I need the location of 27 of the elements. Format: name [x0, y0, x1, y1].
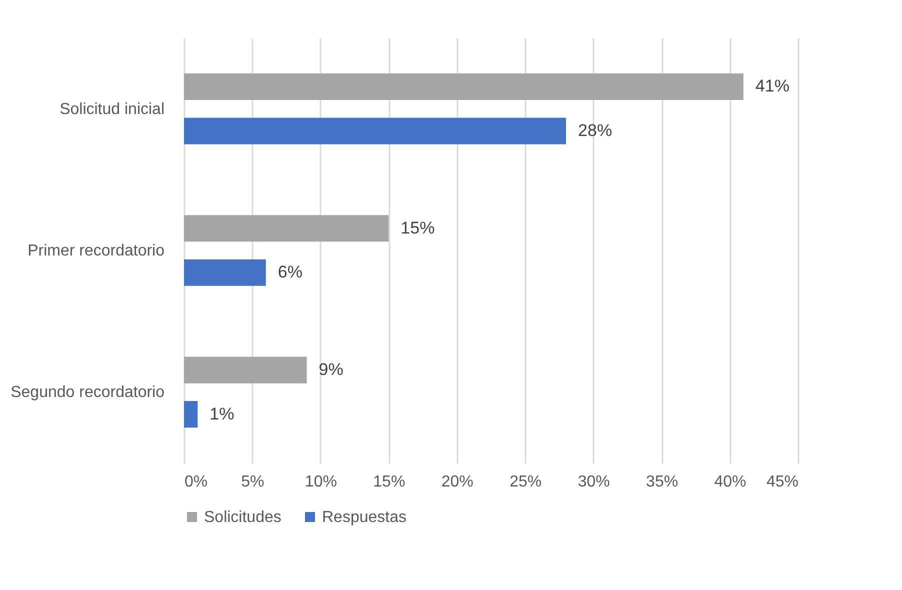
- bar: [184, 356, 307, 384]
- x-tick-label: 25%: [510, 474, 542, 490]
- x-tick-label: 0%: [184, 474, 208, 490]
- x-tick-label: 5%: [241, 474, 264, 490]
- y-tick-label: Segundo recordatorio: [10, 384, 165, 402]
- data-label: 9%: [318, 360, 344, 380]
- bar: [184, 215, 389, 242]
- x-tick-label: 40%: [714, 474, 746, 490]
- bar: [184, 401, 198, 428]
- x-tick-label: 20%: [441, 474, 474, 490]
- y-tick-label: Solicitud inicial: [60, 100, 164, 118]
- x-tick-label: 30%: [578, 474, 610, 490]
- data-label: 6%: [278, 262, 302, 282]
- x-tick-label: 10%: [304, 474, 337, 490]
- bar: [184, 73, 744, 100]
- data-label: 15%: [400, 218, 435, 238]
- legend-label: Solicitudes: [204, 509, 282, 526]
- x-tick-label: 15%: [373, 474, 406, 490]
- data-label: 1%: [210, 404, 234, 424]
- data-label: 28%: [578, 120, 612, 140]
- y-tick-label: Primer recordatorio: [28, 242, 165, 260]
- bar: [184, 259, 266, 286]
- bar: [184, 118, 566, 144]
- x-tick-label: 45%: [766, 474, 798, 490]
- legend-label: Respuestas: [322, 509, 406, 526]
- x-tick-label: 35%: [646, 474, 678, 490]
- data-label: 41%: [755, 76, 790, 96]
